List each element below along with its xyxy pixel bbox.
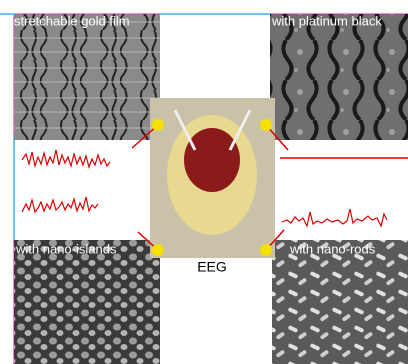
sem-image [14, 240, 160, 364]
figure: stretchable gold film with platinum blac… [0, 0, 408, 364]
electrode-dot [152, 119, 164, 131]
center-label: EEG [197, 259, 227, 275]
sem-image [14, 14, 160, 140]
sem-image [272, 240, 408, 364]
panel-label: with nano-islands [15, 241, 117, 256]
electrode-dot [260, 119, 272, 131]
panel-label: stretchable gold film [14, 13, 130, 28]
photo-subject [184, 128, 240, 192]
panel-label: with nano-rods [289, 241, 376, 256]
panel-label: with platinum black [271, 13, 382, 28]
electrode-dot [152, 244, 164, 256]
sem-image [270, 14, 408, 140]
electrode-dot [260, 244, 272, 256]
